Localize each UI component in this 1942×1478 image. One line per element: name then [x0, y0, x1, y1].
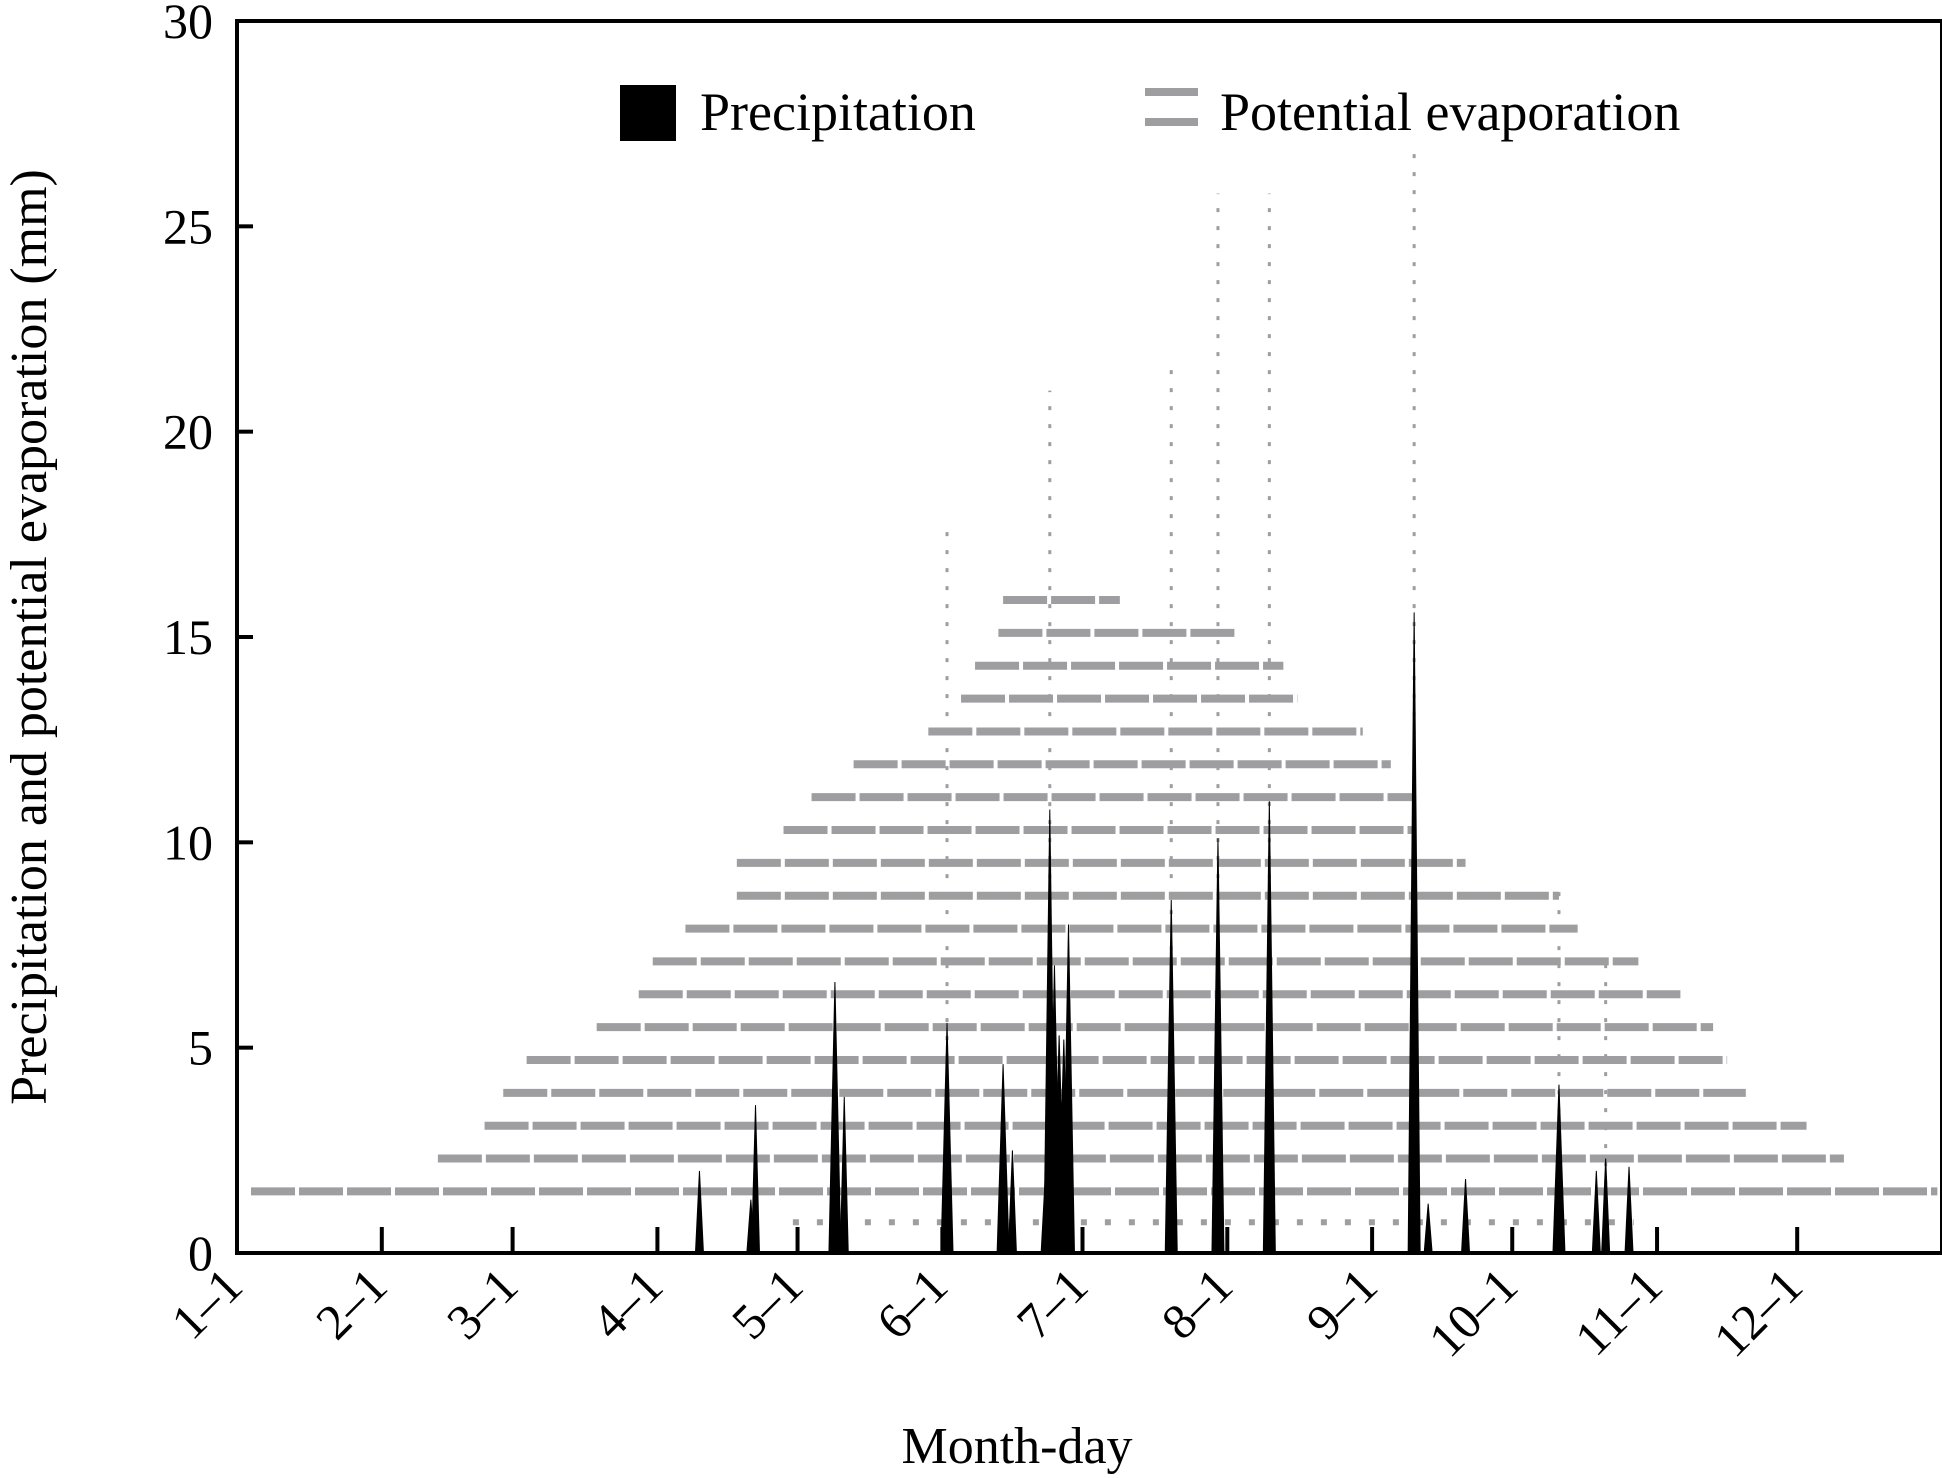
y-tick-label: 5 — [188, 1020, 213, 1076]
y-tick-label: 25 — [163, 198, 213, 254]
precipitation-spike — [839, 1096, 849, 1254]
y-axis-title: Precipitation and potential evaporation … — [1, 169, 58, 1105]
x-tick-label: 7–1 — [1006, 1257, 1099, 1350]
y-tick-label: 30 — [163, 0, 213, 49]
y-tick-label: 15 — [163, 609, 213, 665]
legend-swatch-precipitation — [620, 85, 676, 141]
legend: Precipitation Potential evaporation — [620, 82, 1680, 142]
potential-evaporation-layer — [251, 152, 1938, 1226]
x-tick-label: 4–1 — [581, 1257, 674, 1350]
legend-label-evaporation: Potential evaporation — [1220, 82, 1680, 142]
precipitation-spike — [1624, 1166, 1634, 1254]
x-tick-label: 3–1 — [436, 1257, 529, 1350]
plot-frame — [235, 19, 1942, 1255]
precipitation-spike — [1211, 838, 1225, 1254]
x-tick-label: 10–1 — [1418, 1257, 1528, 1367]
y-tick-label: 0 — [188, 1225, 213, 1281]
y-axis: 0 5 10 15 20 25 30 — [163, 0, 253, 1281]
precipitation-spike — [1164, 899, 1178, 1254]
precipitation-spike — [1423, 1203, 1433, 1254]
x-axis-title: Month-day — [901, 1418, 1132, 1475]
x-tick-label: 8–1 — [1150, 1257, 1243, 1350]
precipitation-spike — [1552, 1084, 1566, 1254]
precipitation-spike — [1407, 612, 1421, 1254]
x-tick-label: 12–1 — [1703, 1257, 1813, 1367]
x-tick-label: 11–1 — [1564, 1257, 1673, 1366]
y-tick-label: 20 — [163, 404, 213, 460]
x-tick-label: 5–1 — [721, 1257, 814, 1350]
legend-label-precipitation: Precipitation — [700, 82, 976, 142]
x-tick-label: 2–1 — [305, 1257, 398, 1350]
precipitation-layer — [694, 612, 1634, 1254]
precipitation-spike — [1007, 1150, 1017, 1254]
y-tick-label: 10 — [163, 814, 213, 870]
x-tick-label: 6–1 — [866, 1257, 959, 1350]
precipitation-spike — [1601, 1158, 1611, 1254]
x-tick-label: 9–1 — [1295, 1257, 1388, 1350]
precipitation-spike — [828, 981, 842, 1254]
x-tick-label: 1–1 — [160, 1257, 253, 1350]
precipitation-spike — [1591, 1170, 1601, 1254]
precipitation-spike — [694, 1170, 704, 1254]
